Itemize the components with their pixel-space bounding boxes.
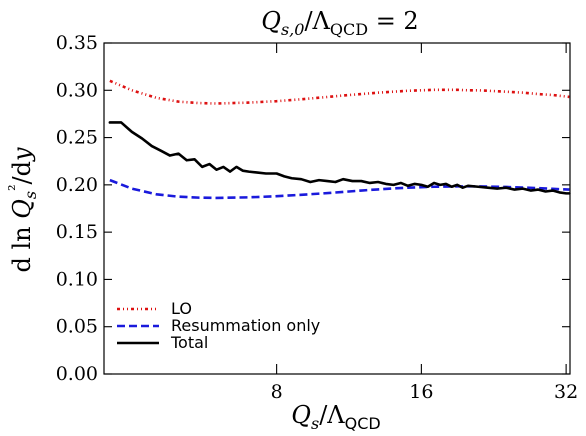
y-tick-label: 0.25 [56, 127, 98, 149]
y-axis-label: d ln Qs²/dy [5, 147, 40, 273]
y-tick-label: 0.05 [56, 316, 98, 338]
series-line-total [108, 121, 571, 195]
legend-label: Resummation only [171, 316, 320, 335]
legend-label: LO [171, 299, 192, 318]
plot-frame [103, 42, 571, 375]
x-axis-label: Qs/ΛQCD [291, 401, 380, 433]
legend-label: Total [170, 333, 208, 352]
y-tick-label: 0.35 [56, 32, 98, 54]
series-line-resummation-only [109, 178, 570, 200]
y-tick-label: 0.30 [56, 79, 98, 101]
y-tick-label: 0.20 [56, 174, 98, 196]
y-tick-label: 0.10 [56, 268, 98, 290]
y-tick-label: 0.00 [56, 363, 98, 385]
x-tick-label: 16 [409, 381, 433, 403]
chart-title: Qs,0/ΛQCD = 2 [261, 7, 418, 39]
y-tick-label: 0.15 [56, 221, 98, 243]
x-tick-label: 8 [271, 381, 283, 403]
x-tick-label: 32 [554, 381, 578, 403]
series-line-lo [109, 79, 570, 105]
